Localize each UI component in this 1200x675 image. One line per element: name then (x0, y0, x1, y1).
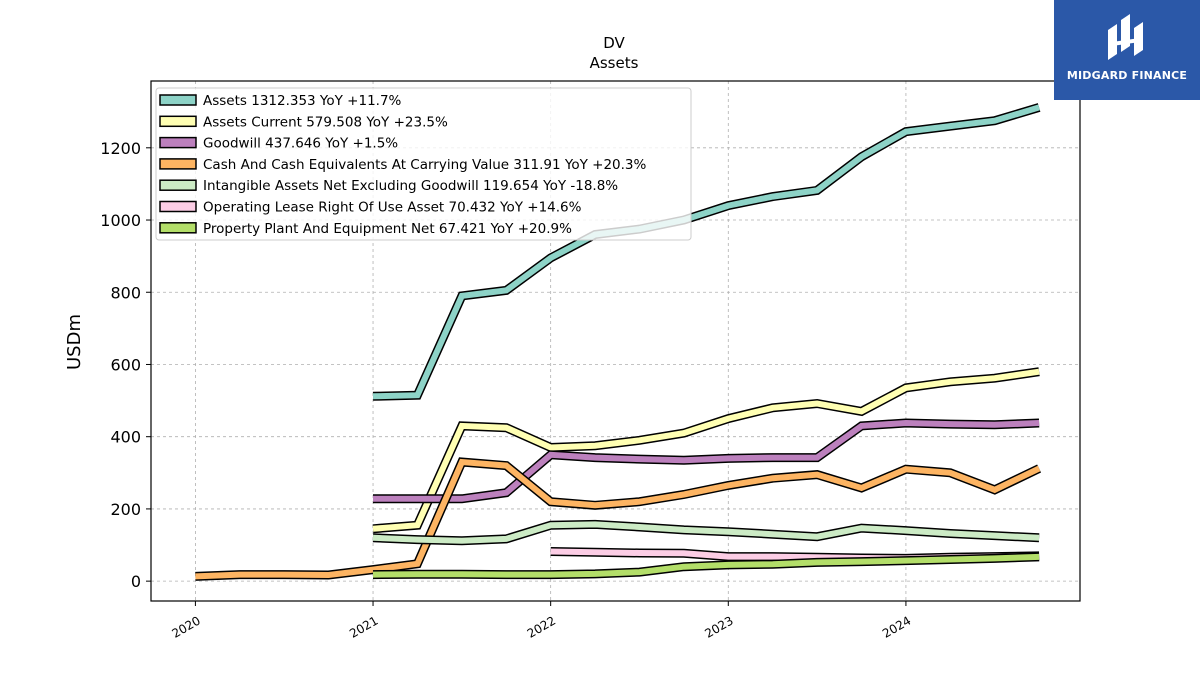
chart-title: DV (603, 34, 625, 52)
legend: Assets 1312.353 YoY +11.7% Assets Current… (155, 87, 692, 241)
brand-name: MIDGARD FINANCE (1066, 69, 1188, 82)
plot-frame (150, 80, 1081, 602)
legend-label: Intangible Assets Net Excluding Goodwill… (203, 178, 618, 194)
series-lines (195, 103, 1042, 581)
legend-swatch (159, 115, 197, 128)
brand-logo: MIDGARD FINANCE (1054, 0, 1200, 100)
chart-subtitle: Assets (590, 54, 639, 72)
y-tick-label: 1000 (100, 211, 141, 230)
legend-label: Assets Current 579.508 YoY +23.5% (203, 114, 448, 130)
series-line (372, 104, 1040, 400)
legend-swatch (159, 158, 197, 170)
series-line (373, 419, 1040, 502)
axes: 0 200 400 600 800 1000 1200 2020 2021 2022 2023 202… (100, 139, 913, 641)
x-tick-label: 2022 (525, 613, 558, 640)
series-line (372, 368, 1040, 532)
y-tick-label: 200 (110, 500, 141, 519)
legend-box (155, 87, 692, 241)
brand-logo-icon (1108, 14, 1143, 60)
x-tick-label: 2024 (880, 613, 913, 640)
y-tick-label: 600 (110, 355, 141, 374)
legend-label: Assets 1312.353 YoY +11.7% (203, 93, 402, 109)
legend-swatch (159, 200, 197, 213)
y-tick-label: 1200 (100, 139, 141, 158)
legend-swatch (159, 136, 197, 149)
legend-label: Operating Lease Right Of Use Asset 70.43… (203, 200, 582, 216)
x-tick-label: 2023 (702, 613, 735, 640)
y-tick-label: 800 (110, 283, 141, 302)
y-tick-label: 0 (131, 572, 141, 591)
series-line (372, 553, 1040, 578)
series-line-outline (372, 367, 1040, 534)
legend-label: Property Plant And Equipment Net 67.421 … (203, 221, 572, 237)
x-tick-label: 2020 (169, 613, 202, 640)
legend-swatch (159, 222, 197, 234)
y-tick-label: 400 (110, 428, 141, 447)
legend-label: Cash And Cash Equivalents At Carrying Va… (203, 157, 647, 173)
y-axis-label: USDm (64, 314, 85, 370)
legend-swatch (159, 179, 197, 191)
legend-swatch (159, 94, 197, 106)
legend-label: Goodwill 437.646 YoY +1.5% (203, 136, 398, 152)
series-line (195, 458, 1041, 580)
series-line (372, 521, 1040, 544)
x-tick-label: 2021 (347, 613, 380, 640)
